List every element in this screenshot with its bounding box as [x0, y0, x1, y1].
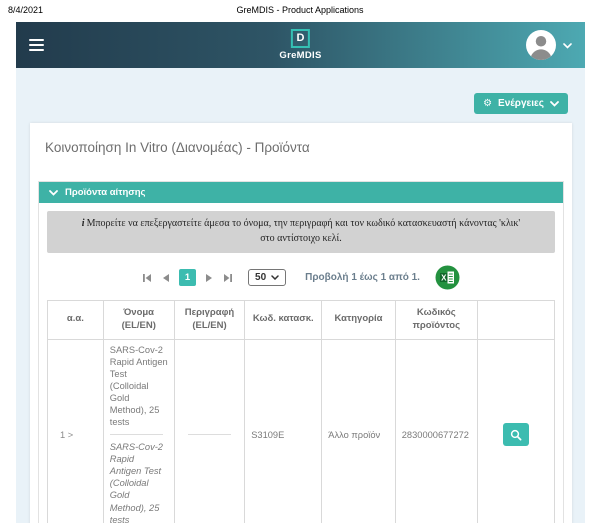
- info-icon: i: [81, 218, 85, 229]
- current-page-button[interactable]: 1: [179, 269, 197, 286]
- panel-title: Προϊόντα αίτησης: [65, 187, 146, 198]
- table-header-row: α.α. Όνομα (EL/EN) Περιγραφή (EL/EN) Κωδ…: [47, 300, 556, 340]
- print-page-title: GreMDIS - Product Applications: [236, 5, 364, 15]
- col-header-description: Περιγραφή (EL/EN): [173, 300, 246, 340]
- prev-page-button[interactable]: [161, 273, 170, 283]
- view-details-button[interactable]: [502, 423, 529, 447]
- app-logo-text: GreMDIS: [279, 50, 322, 61]
- col-header-actions: [476, 300, 556, 340]
- avatar: [526, 30, 556, 60]
- browser-viewport: D GreMDIS ⚙ Ενέργειες Κοινοποίηση In Vit…: [16, 22, 585, 523]
- products-table: α.α. Όνομα (EL/EN) Περιγραφή (EL/EN) Κωδ…: [47, 300, 556, 523]
- chevron-down-icon: [550, 100, 559, 107]
- app-logo: D: [290, 29, 310, 48]
- actions-button-label: Ενέργειες: [498, 98, 544, 109]
- app-header: D GreMDIS: [16, 22, 585, 68]
- svg-text:X: X: [441, 274, 447, 283]
- page-size-value: 50: [255, 272, 267, 283]
- pagination-summary: Προβολή 1 έως 1 από 1.: [305, 272, 420, 283]
- row-name-cell[interactable]: SARS-Cov-2 Rapid Antigen Test (Colloidal…: [102, 338, 175, 523]
- col-header-category: Κατηγορία: [321, 300, 396, 340]
- content-card: Κοινοποίηση In Vitro (Διανομέας) - Προϊό…: [30, 123, 572, 523]
- product-name-el: SARS-Cov-2 Rapid Antigen Test (Colloidal…: [109, 344, 168, 428]
- actions-row: ⚙ Ενέργειες: [16, 68, 585, 123]
- products-panel: Προϊόντα αίτησης i Μπορείτε να επεξεργαστ…: [38, 181, 564, 523]
- row-index-cell[interactable]: 1 >: [47, 338, 104, 523]
- page-title: Κοινοποίηση In Vitro (Διανομέας) - Προϊό…: [45, 140, 310, 155]
- last-page-button[interactable]: [223, 273, 233, 283]
- row-actions-cell: [476, 338, 556, 523]
- user-icon: [530, 36, 552, 60]
- col-header-product-code: Κωδικός προϊόντος: [394, 300, 478, 340]
- actions-button[interactable]: ⚙ Ενέργειες: [474, 93, 568, 114]
- row-category-cell: Άλλο προϊόν: [321, 338, 396, 523]
- excel-icon: X: [435, 265, 460, 290]
- print-date: 8/4/2021: [8, 5, 44, 15]
- row-product-code-cell: 2830000677272: [394, 338, 478, 523]
- info-text: Μπορείτε να επεξεργαστείτε άμεσα το όνομ…: [86, 218, 521, 244]
- chevron-down-icon: [563, 36, 572, 54]
- col-header-name: Όνομα (EL/EN): [102, 300, 175, 340]
- divider: [109, 434, 164, 436]
- first-page-button[interactable]: [142, 273, 152, 283]
- row-description-cell[interactable]: [173, 338, 246, 523]
- chevron-down-icon: [271, 275, 279, 280]
- col-header-index: α.α.: [47, 300, 104, 340]
- menu-icon[interactable]: [29, 38, 44, 52]
- panel-header-products[interactable]: Προϊόντα αίτησης: [39, 182, 563, 203]
- gears-icon: ⚙: [483, 97, 493, 109]
- app-brand[interactable]: D GreMDIS: [279, 29, 321, 61]
- divider: [187, 434, 232, 436]
- row-manufacturer-code-cell[interactable]: S3109E: [244, 338, 323, 523]
- table-row: 1 > SARS-Cov-2 Rapid Antigen Test (Collo…: [47, 338, 556, 523]
- info-message: i Μπορείτε να επεξεργαστείτε άμεσα το όνο…: [47, 211, 555, 253]
- magnifier-icon: [510, 429, 522, 441]
- user-menu[interactable]: [526, 30, 572, 60]
- chevron-down-icon: [49, 189, 58, 196]
- product-name-en: SARS-Cov-2 Rapid Antigen Test (Colloidal…: [109, 442, 163, 523]
- panel-body: i Μπορείτε να επεξεργαστείτε άμεσα το όνο…: [39, 203, 563, 523]
- next-page-button[interactable]: [205, 273, 214, 283]
- col-header-manufacturer-code: Κωδ. κατασκ.: [244, 300, 323, 340]
- export-excel-button[interactable]: X: [435, 265, 460, 290]
- pagination-bar: 1 50 Προβολή 1 έως 1 από 1.: [47, 265, 555, 290]
- print-header: 8/4/2021 GreMDIS - Product Applications: [0, 0, 600, 21]
- page-size-select[interactable]: 50: [248, 269, 287, 286]
